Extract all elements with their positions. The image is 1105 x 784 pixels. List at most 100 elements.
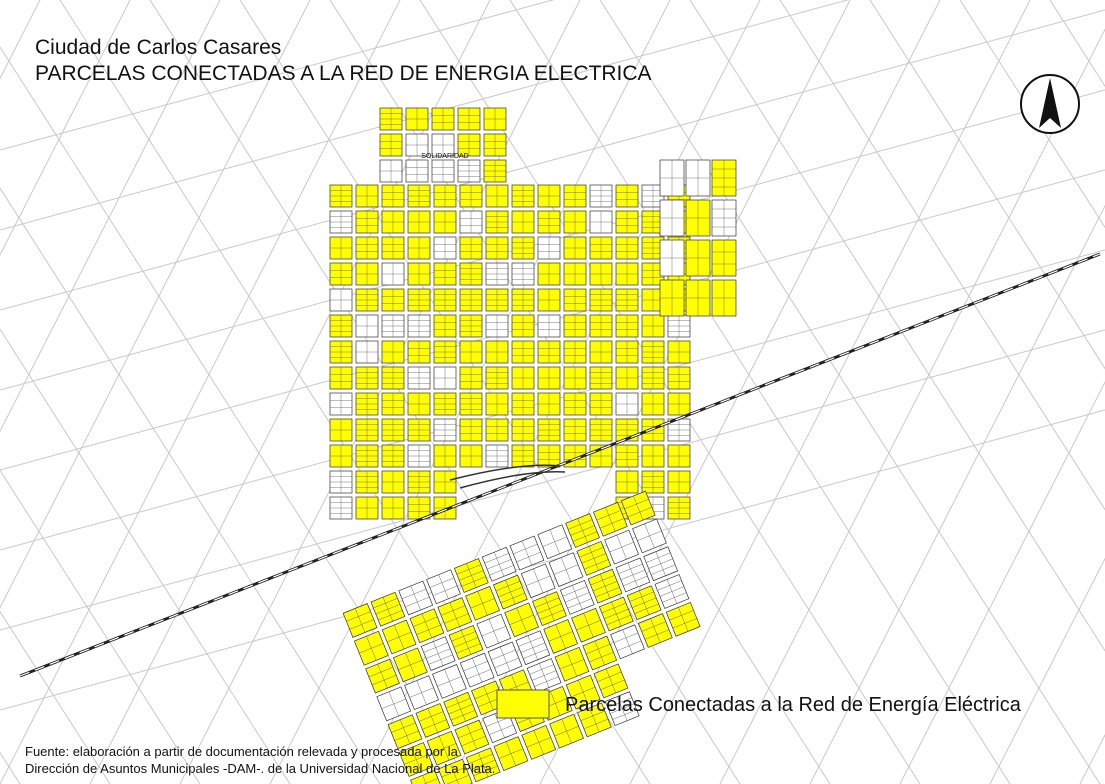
street (329, 0, 831, 784)
parcel-line (377, 663, 388, 689)
parcel-line (605, 668, 617, 693)
south-blocks (342, 490, 701, 784)
blocks (329, 107, 737, 520)
parcel-line (460, 630, 472, 655)
street (89, 0, 491, 784)
parcel-line (549, 529, 560, 554)
parcel-line (411, 747, 422, 772)
parcel-line (382, 597, 393, 622)
parcel-line (605, 507, 616, 532)
legend-swatch (496, 689, 550, 719)
parcel-line (444, 669, 455, 694)
parcel-line (600, 574, 611, 599)
street (0, 0, 131, 256)
street (629, 0, 1031, 784)
parcel-line (494, 552, 505, 577)
street (59, 0, 561, 784)
parcel-line (499, 646, 511, 672)
rail-yard (459, 471, 566, 489)
parcel-line (639, 590, 650, 615)
parcel-line (466, 724, 477, 750)
place-label: SOLIDARIDAD (421, 153, 468, 160)
parcel-line (521, 540, 533, 566)
parcel-line (516, 607, 527, 633)
parcel-line (644, 523, 655, 548)
parcel-line (449, 602, 460, 627)
parcel-line (366, 636, 377, 661)
parcel-line (666, 579, 677, 604)
north-pointer (1039, 78, 1061, 128)
parcel-line (678, 607, 689, 632)
parcel-line (494, 713, 505, 738)
parcel-line (505, 579, 516, 605)
parcel-line (578, 679, 589, 705)
parcel-line (388, 691, 399, 717)
street (0, 469, 201, 784)
street (419, 0, 921, 784)
street (0, 0, 555, 151)
parcel-line (455, 697, 466, 722)
parcel-line (394, 624, 405, 650)
parcel-line (539, 663, 550, 688)
street (0, 0, 311, 609)
parcel-line (583, 613, 594, 638)
rail-yard (449, 464, 561, 481)
parcel-line (622, 629, 633, 654)
street (0, 0, 221, 433)
parcel-line (438, 574, 449, 599)
street (809, 204, 1105, 784)
parcel-line (572, 585, 583, 610)
parcel-line (410, 585, 421, 611)
parcel-line (450, 763, 461, 784)
street (779, 0, 1105, 511)
railway-dash (19, 253, 1101, 677)
parcel-line (655, 551, 666, 576)
parcel-line (617, 696, 628, 721)
street (179, 0, 581, 784)
parcel-line (355, 608, 366, 633)
parcel-line (561, 719, 572, 744)
parcel-line (416, 680, 427, 705)
street (0, 610, 111, 784)
title-line: PARCELAS CONECTADAS A LA RED DE ENERGIA … (35, 62, 652, 85)
street (0, 0, 850, 231)
parcel-line (533, 568, 544, 593)
parcel-line (566, 652, 577, 677)
north-arrow (1020, 74, 1080, 134)
title-line: Ciudad de Carlos Casares (35, 36, 281, 59)
parcel-line (477, 591, 488, 616)
parcel-line (505, 741, 516, 766)
parcel-line (577, 518, 588, 543)
parcel-line (594, 640, 605, 666)
street (0, 328, 291, 784)
parcel-line (399, 719, 411, 744)
parcel-line (555, 624, 566, 649)
street (0, 409, 1105, 711)
parcel-line (533, 730, 544, 755)
parcel-line (627, 562, 638, 588)
street (599, 0, 1101, 784)
street (0, 0, 401, 784)
parcel-line (616, 534, 627, 560)
street (989, 557, 1105, 784)
street (0, 329, 1105, 631)
parcel-line (560, 557, 572, 582)
parcel-line (466, 563, 477, 588)
parcel-line (527, 635, 538, 660)
source-line: Dirección de Asuntos Municipales -DAM-. … (25, 761, 495, 776)
street (239, 0, 741, 784)
parcel-line (483, 685, 494, 711)
parcel-line (439, 736, 450, 761)
parcel-line (433, 641, 444, 666)
parcel-line (478, 752, 489, 777)
parcel-line (421, 613, 432, 638)
parcel-line (488, 618, 499, 644)
parcel-line (422, 775, 433, 784)
parcel-line (544, 596, 555, 621)
parcel-line (588, 546, 599, 571)
parcel-line (427, 708, 438, 733)
parcel-line (550, 691, 561, 716)
street (0, 187, 381, 784)
